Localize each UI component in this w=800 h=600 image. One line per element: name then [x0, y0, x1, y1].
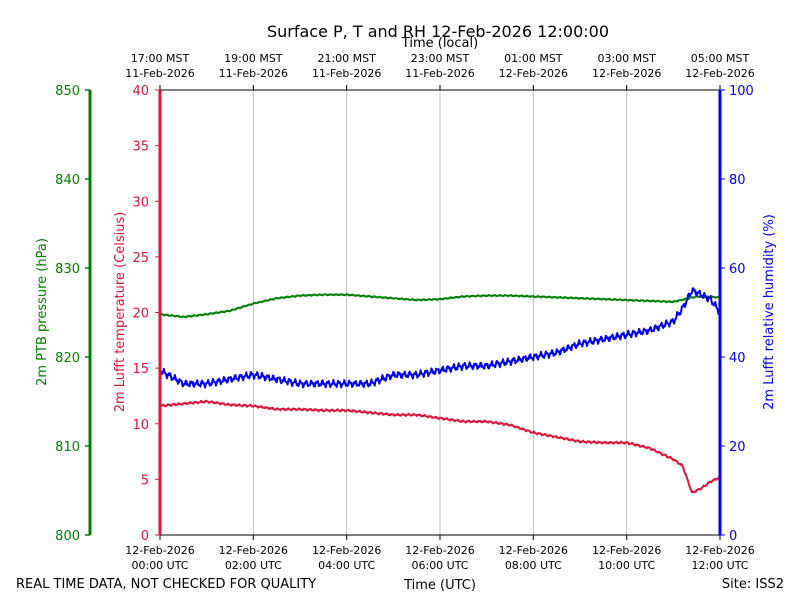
- ticks-layer: 12-Feb-2026 00:00 UTC 12-Feb-2026 02:00 UTC…: [55, 52, 755, 572]
- humidity-tick-label: 0: [729, 529, 737, 544]
- pressure-series-line: [159, 293, 721, 319]
- temperature-series-line: [159, 399, 721, 494]
- top-axis-label: Time (local): [401, 36, 478, 51]
- pressure-tick-label: 840: [55, 173, 80, 188]
- series-layer: [159, 287, 721, 494]
- top-tick-date-label: 11-Feb-2026: [125, 67, 194, 80]
- temperature-axis-label: 2m Lufft temperature (Celsius): [113, 212, 128, 413]
- top-tick-date-label: 11-Feb-2026: [405, 67, 474, 80]
- temperature-tick-label: 30: [132, 195, 149, 210]
- humidity-tick-label: 20: [729, 440, 746, 455]
- top-tick-date-label: 11-Feb-2026: [219, 67, 288, 80]
- temperature-tick-label: 10: [132, 418, 149, 433]
- x-tick-time-label: 04:00 UTC: [318, 559, 375, 572]
- top-tick-time-label: 05:00 MST: [691, 52, 750, 65]
- bottom-axis-label: Time (UTC): [403, 578, 476, 593]
- x-tick-time-label: 12:00 UTC: [691, 559, 748, 572]
- top-tick-time-label: 03:00 MST: [597, 52, 656, 65]
- temperature-tick-label: 20: [132, 307, 149, 322]
- x-tick-date-label: 12-Feb-2026: [592, 544, 661, 557]
- humidity-tick-label: 60: [729, 262, 746, 277]
- pressure-tick-label: 850: [55, 84, 80, 99]
- top-tick-date-label: 12-Feb-2026: [685, 67, 754, 80]
- pressure-tick-label: 830: [55, 262, 80, 277]
- x-tick-date-label: 12-Feb-2026: [219, 544, 288, 557]
- chart-title: Surface P, T and RH 12-Feb-2026 12:00:00: [267, 22, 609, 41]
- temperature-tick-label: 5: [141, 473, 149, 488]
- pressure-tick-label: 820: [55, 351, 80, 366]
- humidity-tick-label: 80: [729, 173, 746, 188]
- top-tick-date-label: 12-Feb-2026: [499, 67, 568, 80]
- grid-lines: [252, 90, 628, 535]
- x-tick-time-label: 02:00 UTC: [225, 559, 282, 572]
- temperature-tick-label: 40: [132, 84, 149, 99]
- pressure-tick-label: 800: [55, 529, 80, 544]
- x-tick-time-label: 08:00 UTC: [505, 559, 562, 572]
- top-tick-time-label: 23:00 MST: [411, 52, 470, 65]
- top-tick-time-label: 19:00 MST: [224, 52, 283, 65]
- x-tick-time-label: 10:00 UTC: [598, 559, 655, 572]
- pressure-axis-label: 2m PTB pressure (hPa): [35, 238, 50, 386]
- axes-layer: [88, 90, 722, 535]
- top-tick-date-label: 11-Feb-2026: [312, 67, 381, 80]
- top-tick-time-label: 17:00 MST: [131, 52, 190, 65]
- top-tick-date-label: 12-Feb-2026: [592, 67, 661, 80]
- temperature-tick-label: 15: [132, 362, 149, 377]
- x-tick-date-label: 12-Feb-2026: [125, 544, 194, 557]
- humidity-tick-label: 100: [729, 84, 754, 99]
- humidity-axis-label: 2m Lufft relative humidity (%): [762, 214, 777, 410]
- x-tick-date-label: 12-Feb-2026: [312, 544, 381, 557]
- x-tick-date-label: 12-Feb-2026: [499, 544, 568, 557]
- x-tick-time-label: 00:00 UTC: [131, 559, 188, 572]
- temperature-tick-label: 25: [132, 251, 149, 266]
- top-tick-time-label: 21:00 MST: [317, 52, 376, 65]
- x-tick-date-label: 12-Feb-2026: [685, 544, 754, 557]
- x-tick-time-label: 06:00 UTC: [411, 559, 468, 572]
- pressure-tick-label: 810: [55, 440, 80, 455]
- site-label: Site: ISS2: [722, 577, 784, 592]
- temperature-tick-label: 0: [141, 529, 149, 544]
- quality-note: REAL TIME DATA, NOT CHECKED FOR QUALITY: [16, 577, 316, 592]
- humidity-tick-label: 40: [729, 351, 746, 366]
- x-tick-date-label: 12-Feb-2026: [405, 544, 474, 557]
- temperature-tick-label: 35: [132, 140, 149, 155]
- top-tick-time-label: 01:00 MST: [504, 52, 563, 65]
- humidity-series-line: [159, 287, 721, 389]
